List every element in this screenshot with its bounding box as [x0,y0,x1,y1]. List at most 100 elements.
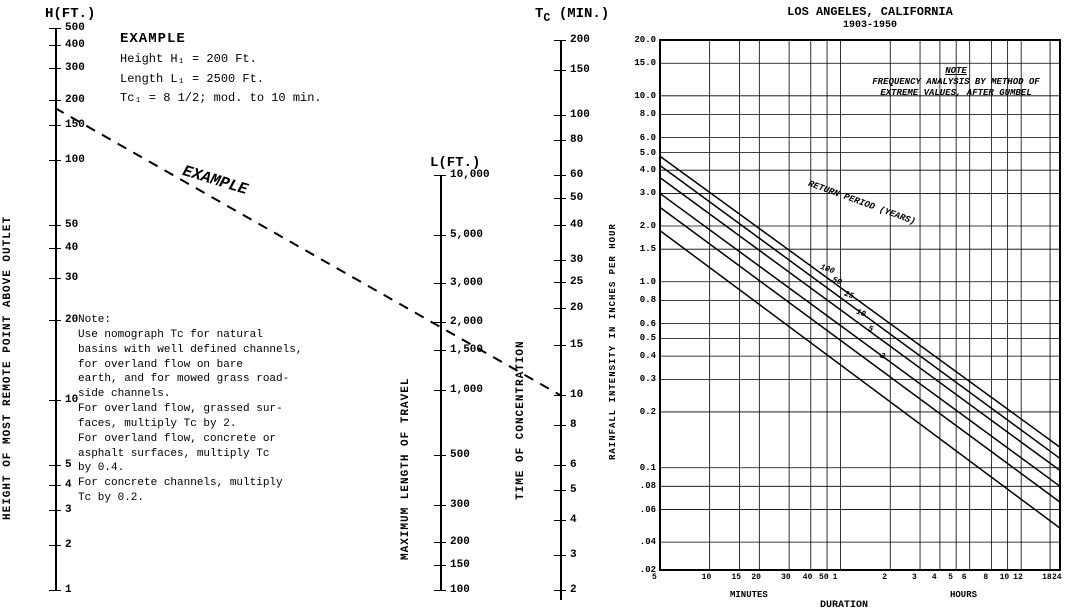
tick-mark [554,395,566,396]
note-line: Tᴄ by 0.2. [78,491,378,506]
y-tick-label: 0.8 [628,295,656,305]
tick-label: 40 [65,242,78,254]
y-tick-label: .08 [628,481,656,491]
y-tick-label: 0.1 [628,463,656,473]
tick-mark [434,590,446,591]
note-line: Use nomograph Tᴄ for natural [78,328,378,343]
note-line: For concrete channels, multiply [78,476,378,491]
tick-label: 40 [570,219,583,231]
y-tick-label: 5.0 [628,148,656,158]
xlabel-minutes: MINUTES [730,590,768,600]
y-tick-label: 8.0 [628,109,656,119]
tick-label: 4 [570,514,577,526]
tick-label: 20 [65,314,78,326]
tick-mark [49,100,61,101]
tick-mark [554,520,566,521]
note-title: Note: [78,313,378,328]
tick-mark [49,125,61,126]
tick-label: 10,000 [450,169,490,181]
tick-label: 300 [65,62,85,74]
tick-mark [49,485,61,486]
tick-mark [554,555,566,556]
tick-label: 6 [570,459,577,471]
tick-mark [49,28,61,29]
note-line: For overland flow, grassed sur- [78,402,378,417]
tick-label: 100 [450,584,470,596]
tick-label: 60 [570,169,583,181]
y-tick-label: 1.5 [628,244,656,254]
tick-mark [554,425,566,426]
xlabel-hours: HOURS [950,590,977,600]
tick-mark [434,455,446,456]
x-tick-label: 15 [731,573,741,582]
x-tick-label: 6 [962,573,967,582]
tick-mark [49,465,61,466]
tick-label: 1,000 [450,384,483,396]
tick-label: 2 [570,584,577,596]
x-tick-label: 12 [1013,573,1023,582]
tick-mark [434,390,446,391]
tick-label: 1 [65,584,72,596]
tick-label: 150 [450,559,470,571]
usage-note: Note: Use nomograph Tᴄ for natural basin… [78,313,378,506]
tick-mark [554,198,566,199]
y-tick-label: 2.0 [628,221,656,231]
tick-mark [554,70,566,71]
chart-note-line: EXTREME VALUES, AFTER GUMBEL [856,88,1056,99]
tick-label: 20 [570,302,583,314]
xlabel-duration: DURATION [820,600,868,611]
x-tick-label: 10 [702,573,712,582]
x-tick-label: 50 [819,573,829,582]
tick-label: 3 [65,504,72,516]
tick-label: 200 [65,94,85,106]
tick-label: 400 [65,39,85,51]
tick-label: 4 [65,479,72,491]
tick-mark [434,283,446,284]
tick-mark [434,565,446,566]
tick-mark [49,278,61,279]
y-tick-label: 0.4 [628,351,656,361]
tick-label: 30 [570,254,583,266]
note-line: by 0.4. [78,461,378,476]
x-tick-label: 4 [932,573,937,582]
tick-label: 15 [570,339,583,351]
chart-note: NOTE FREQUENCY ANALYSIS BY METHOD OF EXT… [856,66,1056,98]
x-tick-label: 10 [1000,573,1010,582]
y-tick-label: 1.0 [628,277,656,287]
tick-label: 10 [570,389,583,401]
x-tick-label: 30 [781,573,791,582]
tick-label: 2,000 [450,316,483,328]
tick-label: 3 [570,549,577,561]
tick-mark [554,260,566,261]
tick-label: 200 [570,34,590,46]
tick-label: 500 [65,22,85,34]
y-tick-label: .04 [628,537,656,547]
tick-mark [554,465,566,466]
tick-mark [554,308,566,309]
tick-mark [49,225,61,226]
x-tick-label: 5 [652,573,657,582]
tick-mark [49,510,61,511]
tick-mark [554,590,566,591]
y-tick-label: 4.0 [628,165,656,175]
tick-mark [434,235,446,236]
tick-mark [49,545,61,546]
tick-mark [434,350,446,351]
y-tick-label: 3.0 [628,188,656,198]
tick-mark [49,400,61,401]
x-tick-label: 40 [803,573,813,582]
y-tick-label: 0.6 [628,319,656,329]
tick-mark [49,248,61,249]
tick-label: 5 [65,459,72,471]
tick-mark [554,115,566,116]
chart-note-line: FREQUENCY ANALYSIS BY METHOD OF [856,77,1056,88]
tick-label: 100 [570,109,590,121]
tick-mark [554,282,566,283]
y-tick-label: 20.0 [628,35,656,45]
note-line: faces, multiply Tᴄ by 2. [78,417,378,432]
tick-label: 500 [450,449,470,461]
tick-label: 80 [570,134,583,146]
note-line: For overland flow, concrete or [78,432,378,447]
chart-note-title: NOTE [856,66,1056,77]
y-tick-label: 6.0 [628,133,656,143]
